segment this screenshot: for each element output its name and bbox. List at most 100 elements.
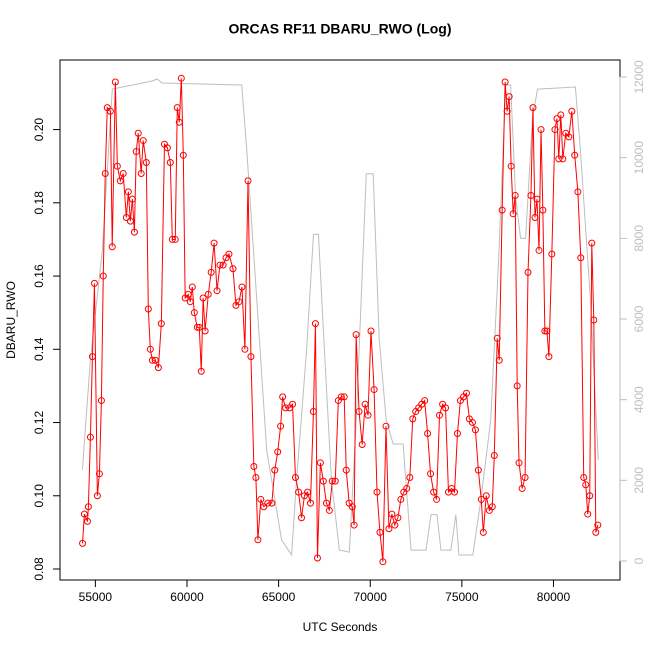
data-point [84,503,92,511]
data-point [474,466,482,474]
data-point [124,188,132,196]
data-point [388,510,396,518]
data-point [260,503,268,511]
data-point [590,316,598,324]
data-point [216,261,224,269]
data-point [535,246,543,254]
data-point [409,415,417,423]
data-point [355,408,363,416]
data-point [574,188,582,196]
data-point [144,305,152,313]
data-point [541,327,549,335]
data-point [543,327,551,335]
data-point [111,78,119,86]
data-point [254,536,262,544]
data-point [358,441,366,449]
data-point [471,426,479,434]
data-point [139,137,147,145]
data-point [79,539,87,547]
y2-tick-label: 0 [632,557,646,564]
data-point [319,477,327,485]
data-point [348,503,356,511]
data-point [166,159,174,167]
data-point [132,148,140,156]
data-point [468,419,476,427]
data-point [340,393,348,401]
data-point [108,243,116,251]
data-point [241,345,249,353]
data-point [168,235,176,243]
data-point [588,239,596,247]
data-point [592,528,600,536]
data-point [403,484,411,492]
data-point [188,283,196,291]
data-point [238,283,246,291]
data-point [99,272,107,280]
data-point [488,503,496,511]
y-axis-label: DBARU_RWO [4,281,18,359]
data-point [313,554,321,562]
data-point [477,495,485,503]
data-point [179,151,187,159]
data-point [551,126,559,134]
x-axis-label: UTC Seconds [303,620,378,634]
data-point [257,495,265,503]
data-point [527,191,535,199]
series-line [81,78,599,557]
data-point [173,104,181,112]
data-point [306,499,314,507]
data-point [430,488,438,496]
data-point [80,510,88,518]
data-point [376,528,384,536]
data-point [264,499,272,507]
y2-tick-label: 4000 [632,386,646,413]
x-tick-label: 65000 [262,590,296,604]
data-point [328,477,336,485]
data-point [501,78,509,86]
data-point [207,268,215,276]
data-point [309,408,317,416]
data-point [545,353,553,361]
data-point [83,517,91,525]
data-point [142,159,150,167]
data-point [421,397,429,405]
data-point [137,170,145,178]
data-point [122,213,130,221]
data-point [279,393,287,401]
data-point [119,170,127,178]
data-point [367,327,375,335]
data-point [282,404,290,412]
data-point [219,261,227,269]
data-point [186,298,194,306]
x-tick-label: 75000 [445,590,479,604]
data-point [586,492,594,500]
y2-tick-label: 12000 [632,60,646,94]
data-point [95,470,103,478]
data-point [531,213,539,221]
data-point [503,107,511,115]
data-point [298,514,306,522]
data-point [146,345,154,353]
data-point [565,133,573,141]
data-point [311,320,319,328]
y2-tick-label: 10000 [632,141,646,175]
data-point [370,386,378,394]
data-point [342,466,350,474]
data-point [571,151,579,159]
data-point [229,265,237,273]
data-point [505,93,513,101]
data-point [204,290,212,298]
data-point [553,115,561,123]
data-point [126,217,134,225]
data-point [548,250,556,258]
data-point [177,74,185,82]
data-point [289,400,297,408]
data-point [134,129,142,137]
data-point [250,462,258,470]
data-point [113,162,121,170]
data-point [274,448,282,456]
data-point [88,353,96,361]
data-point [518,484,526,492]
data-point [291,473,299,481]
data-point [373,488,381,496]
